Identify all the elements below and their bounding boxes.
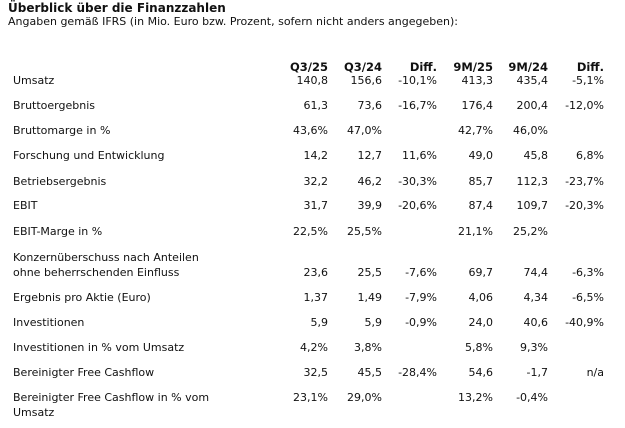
row-label: Forschung und Entwicklung xyxy=(13,149,165,162)
table-cell: -16,7% xyxy=(398,99,437,112)
row-label: Bereinigter Free Cashflow xyxy=(13,366,155,379)
table-cell: 156,6 xyxy=(350,74,383,87)
table-cell: 5,8% xyxy=(465,341,493,354)
table-cell: -12,0% xyxy=(565,99,604,112)
table-cell: 13,2% xyxy=(458,391,493,404)
row-label: Bruttoergebnis xyxy=(13,99,95,112)
table-cell: 61,3 xyxy=(303,99,329,112)
table-cell: 176,4 xyxy=(461,99,494,112)
table-cell: 6,8% xyxy=(576,149,604,162)
table-cell: 25,5% xyxy=(347,225,382,238)
table-cell: -0,9% xyxy=(405,316,437,329)
table-cell: n/a xyxy=(586,366,604,379)
table-cell: 46,2 xyxy=(357,175,383,188)
table-cell: 435,4 xyxy=(516,74,549,87)
column-header: Diff. xyxy=(409,60,437,74)
table-cell: -0,4% xyxy=(516,391,548,404)
table-cell: -5,1% xyxy=(572,74,604,87)
table-cell: 22,5% xyxy=(293,225,328,238)
page-subtitle: Angaben gemäß IFRS (in Mio. Euro bzw. Pr… xyxy=(8,15,458,28)
table-cell: 5,9 xyxy=(364,316,383,329)
table-cell: 1,49 xyxy=(357,291,383,304)
table-cell: 140,8 xyxy=(296,74,329,87)
row-label: Konzernüberschuss nach Anteilen ohne beh… xyxy=(13,251,199,279)
table-cell: 25,2% xyxy=(513,225,548,238)
table-cell: 29,0% xyxy=(347,391,382,404)
row-label: Ergebnis pro Aktie (Euro) xyxy=(13,291,151,304)
table-cell: 47,0% xyxy=(347,124,382,137)
table-cell: -1,7 xyxy=(526,366,548,379)
table-cell: -20,3% xyxy=(565,199,604,212)
row-label: Umsatz xyxy=(13,74,55,87)
table-cell: 54,6 xyxy=(468,366,494,379)
table-cell: 4,34 xyxy=(523,291,549,304)
table-cell: 4,06 xyxy=(468,291,494,304)
table-cell: 21,1% xyxy=(458,225,493,238)
table-cell: -23,7% xyxy=(565,175,604,188)
table-cell: 49,0 xyxy=(468,149,494,162)
column-header: Q3/25 xyxy=(290,60,328,74)
table-cell: 24,0 xyxy=(468,316,494,329)
row-label: Betriebsergebnis xyxy=(13,175,107,188)
table-cell: 32,5 xyxy=(303,366,329,379)
table-cell: -30,3% xyxy=(398,175,437,188)
table-cell: 31,7 xyxy=(303,199,329,212)
table-cell: -28,4% xyxy=(398,366,437,379)
table-cell: 69,7 xyxy=(468,266,494,279)
table-cell: 14,2 xyxy=(303,149,329,162)
table-cell: 12,7 xyxy=(357,149,383,162)
table-cell: 45,5 xyxy=(357,366,383,379)
table-cell: 40,6 xyxy=(523,316,549,329)
table-cell: 85,7 xyxy=(468,175,494,188)
table-cell: -6,3% xyxy=(572,266,604,279)
table-cell: 5,9 xyxy=(310,316,329,329)
table-cell: 109,7 xyxy=(516,199,549,212)
table-cell: 43,6% xyxy=(293,124,328,137)
table-cell: 200,4 xyxy=(516,99,549,112)
column-header: 9M/25 xyxy=(453,60,493,74)
row-label: Investitionen xyxy=(13,316,85,329)
column-header: Q3/24 xyxy=(344,60,382,74)
column-header: 9M/24 xyxy=(508,60,548,74)
table-cell: -10,1% xyxy=(398,74,437,87)
table-cell: 1,37 xyxy=(303,291,329,304)
table-cell: 73,6 xyxy=(357,99,383,112)
row-label: Bereinigter Free Cashflow in % vom Umsat… xyxy=(13,391,210,419)
row-label: EBIT xyxy=(13,199,38,212)
row-label: EBIT-Marge in % xyxy=(13,225,103,238)
table-cell: 23,6 xyxy=(303,266,329,279)
table-cell: 39,9 xyxy=(357,199,383,212)
table-cell: 23,1% xyxy=(293,391,328,404)
page-title: Überblick über die Finanzzahlen xyxy=(8,1,226,15)
table-cell: 9,3% xyxy=(520,341,548,354)
table-cell: 4,2% xyxy=(300,341,328,354)
table-cell: 45,8 xyxy=(523,149,549,162)
table-cell: -20,6% xyxy=(398,199,437,212)
table-cell: 87,4 xyxy=(468,199,494,212)
table-cell: -6,5% xyxy=(572,291,604,304)
table-cell: 413,3 xyxy=(461,74,494,87)
table-cell: -7,9% xyxy=(405,291,437,304)
table-cell: 112,3 xyxy=(516,175,549,188)
table-cell: 46,0% xyxy=(513,124,548,137)
row-label: Bruttomarge in % xyxy=(13,124,111,137)
column-header: Diff. xyxy=(576,60,604,74)
table-cell: 74,4 xyxy=(523,266,549,279)
table-cell: 11,6% xyxy=(402,149,437,162)
table-cell: -7,6% xyxy=(405,266,437,279)
table-cell: 42,7% xyxy=(458,124,493,137)
table-cell: 3,8% xyxy=(354,341,382,354)
table-cell: 25,5 xyxy=(357,266,383,279)
table-cell: 32,2 xyxy=(303,175,329,188)
row-label: Investitionen in % vom Umsatz xyxy=(13,341,185,354)
table-cell: -40,9% xyxy=(565,316,604,329)
